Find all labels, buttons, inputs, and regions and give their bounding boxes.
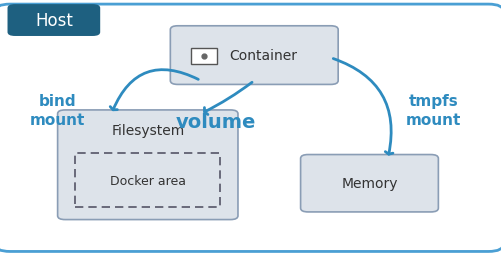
FancyBboxPatch shape [191,49,217,64]
FancyBboxPatch shape [301,155,438,212]
Text: Memory: Memory [341,177,398,190]
FancyBboxPatch shape [8,5,100,37]
FancyBboxPatch shape [58,110,238,220]
Text: volume: volume [175,113,256,131]
Text: Container: Container [229,49,297,63]
FancyBboxPatch shape [170,27,338,85]
FancyBboxPatch shape [0,5,501,251]
Text: tmpfs
mount: tmpfs mount [406,94,461,127]
Text: Filesystem: Filesystem [111,124,184,138]
Text: Host: Host [35,12,73,30]
Text: Docker area: Docker area [110,174,186,187]
Text: bind
mount: bind mount [30,94,85,127]
